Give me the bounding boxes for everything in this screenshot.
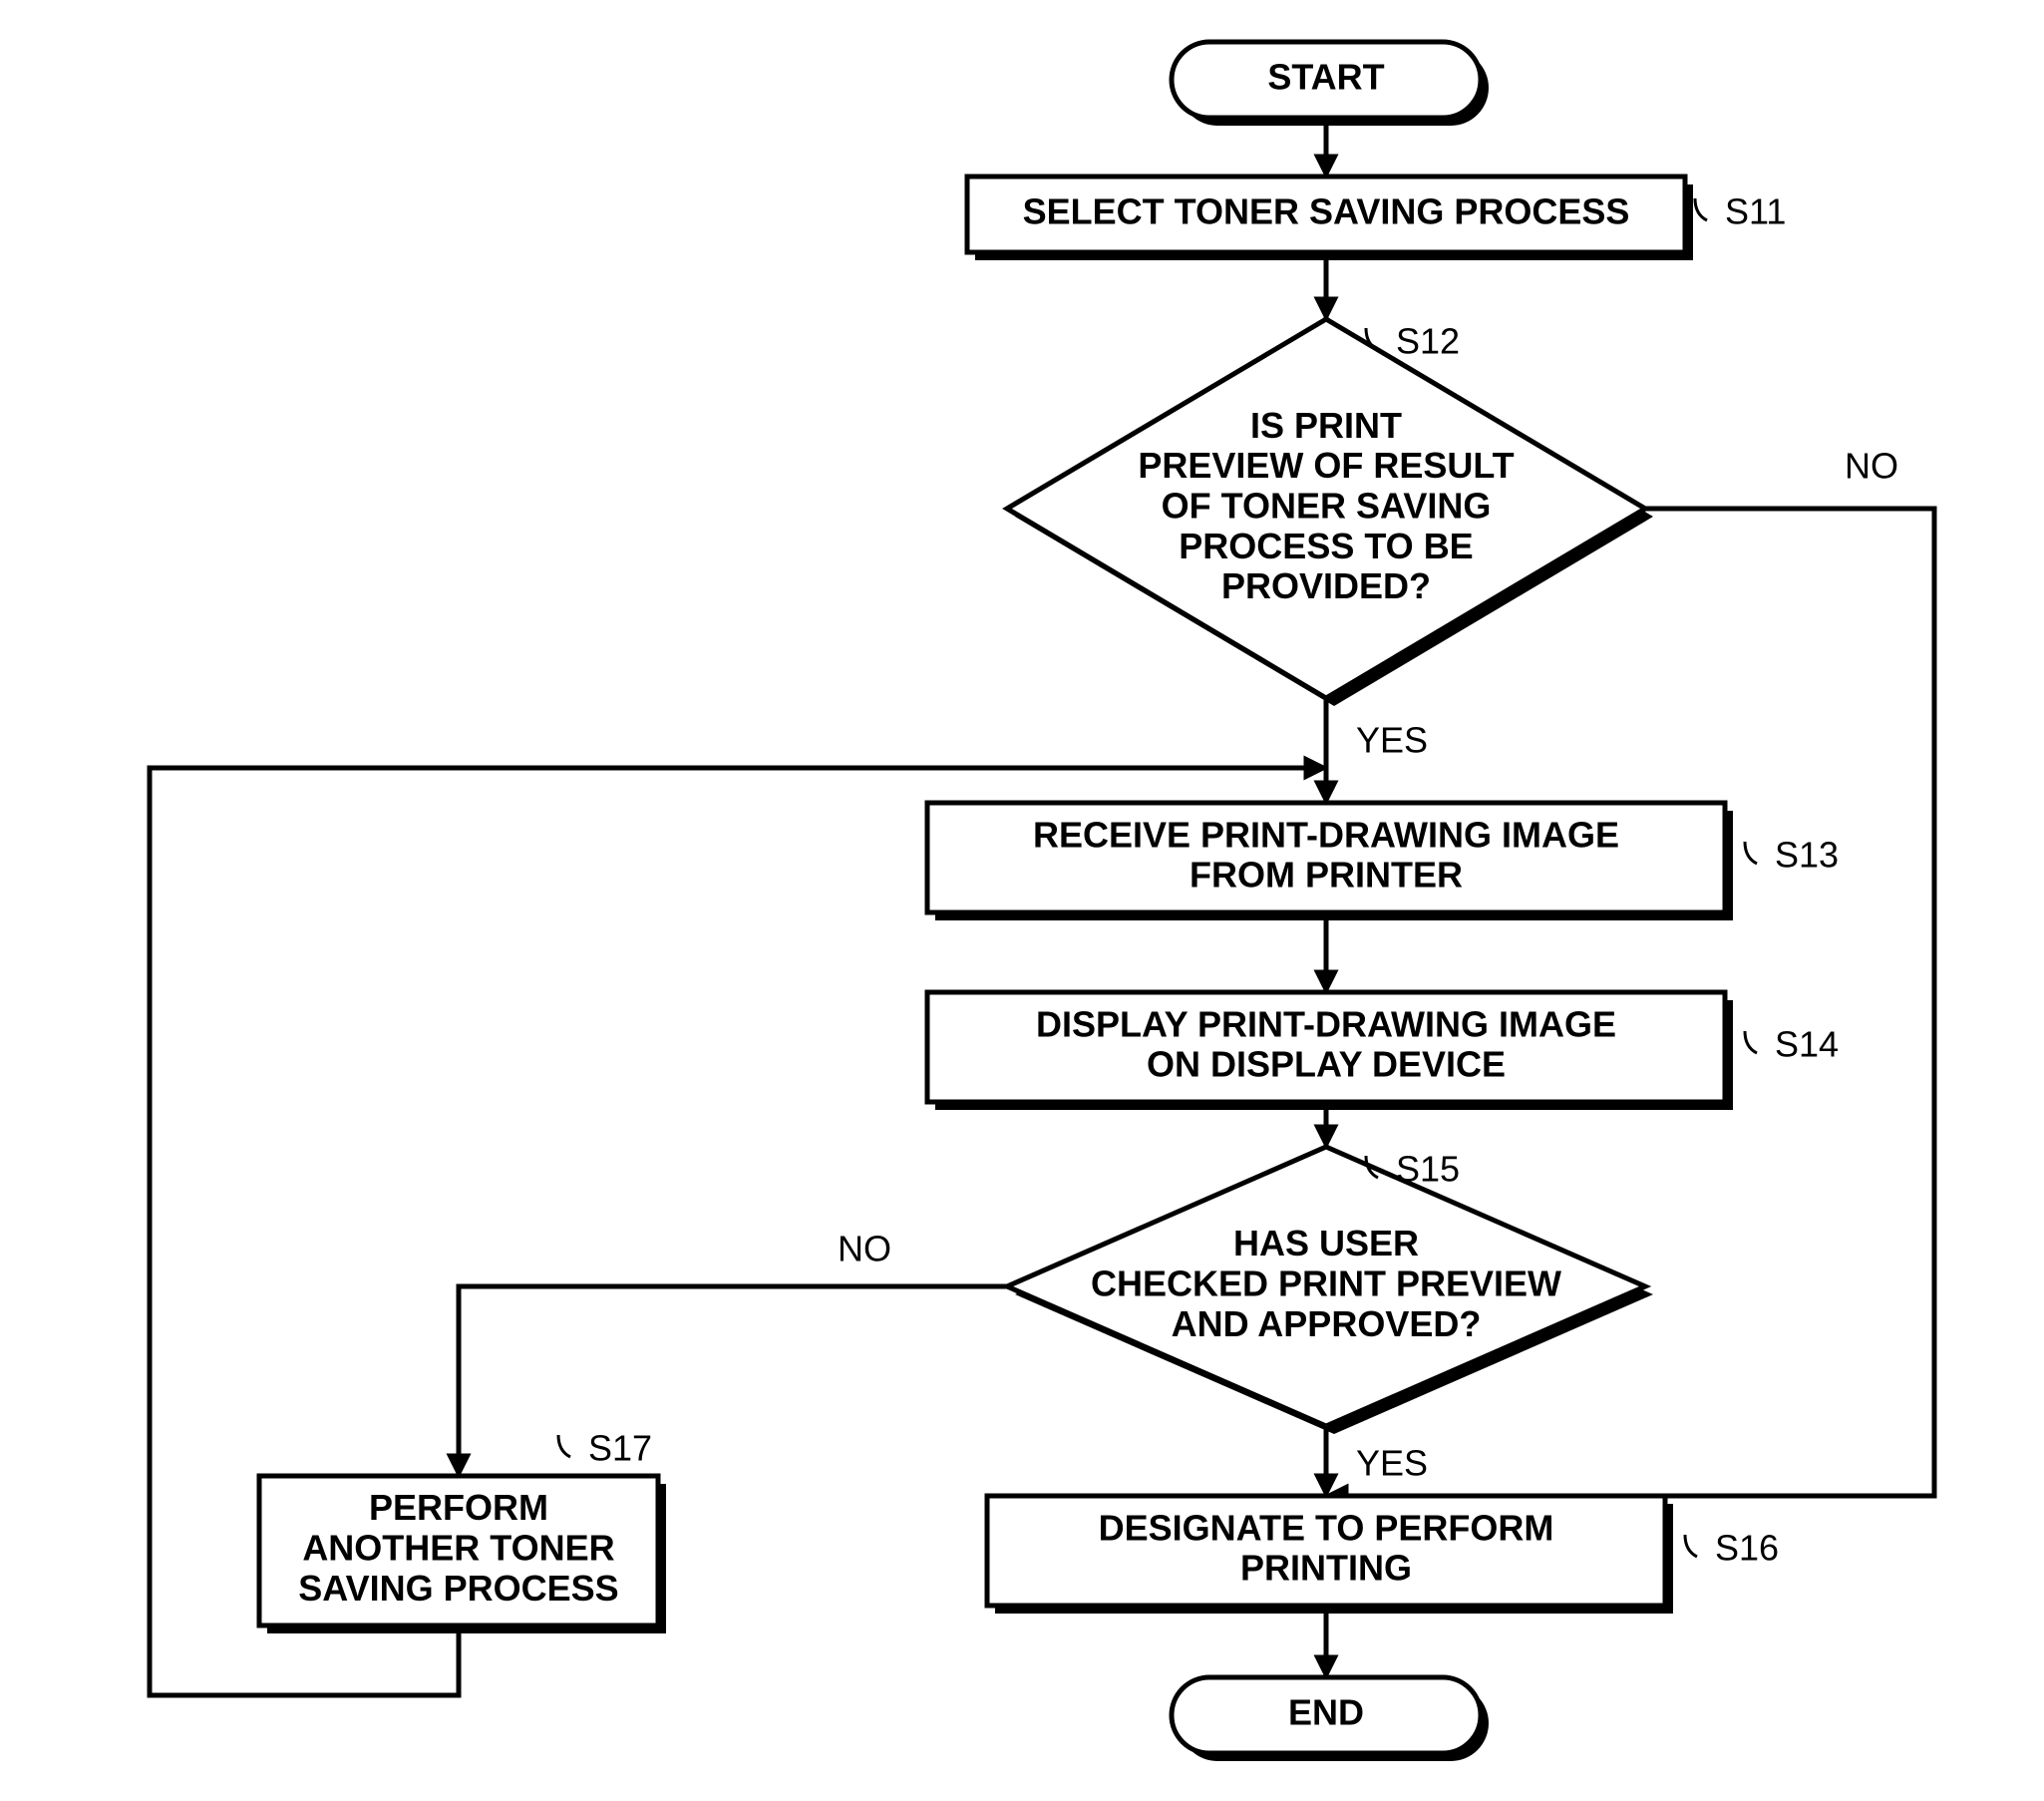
svg-text:PERFORM: PERFORM	[369, 1487, 548, 1528]
svg-text:S16: S16	[1715, 1528, 1779, 1569]
svg-text:S12: S12	[1396, 321, 1460, 362]
svg-text:CHECKED PRINT PREVIEW: CHECKED PRINT PREVIEW	[1091, 1263, 1561, 1304]
svg-text:YES: YES	[1356, 1443, 1428, 1484]
svg-text:S11: S11	[1725, 191, 1786, 232]
svg-text:NO: NO	[838, 1229, 891, 1269]
svg-text:OF TONER SAVING: OF TONER SAVING	[1162, 486, 1492, 527]
svg-text:END: END	[1288, 1692, 1364, 1733]
svg-text:SELECT TONER SAVING PROCESS: SELECT TONER SAVING PROCESS	[1023, 191, 1630, 232]
svg-text:ON DISPLAY DEVICE: ON DISPLAY DEVICE	[1147, 1044, 1506, 1085]
svg-text:RECEIVE PRINT-DRAWING IMAGE: RECEIVE PRINT-DRAWING IMAGE	[1033, 814, 1619, 855]
svg-text:NO: NO	[1845, 446, 1898, 487]
svg-text:S13: S13	[1775, 835, 1839, 876]
svg-text:SAVING PROCESS: SAVING PROCESS	[298, 1568, 618, 1609]
svg-text:FROM PRINTER: FROM PRINTER	[1190, 855, 1463, 896]
svg-text:HAS USER: HAS USER	[1233, 1223, 1419, 1263]
svg-text:S14: S14	[1775, 1024, 1839, 1065]
svg-text:AND APPROVED?: AND APPROVED?	[1172, 1303, 1482, 1344]
svg-text:START: START	[1267, 57, 1384, 98]
svg-text:PROCESS TO BE: PROCESS TO BE	[1179, 526, 1473, 566]
svg-text:S17: S17	[588, 1428, 652, 1469]
svg-text:IS PRINT: IS PRINT	[1250, 405, 1402, 446]
svg-text:S15: S15	[1396, 1149, 1460, 1190]
svg-text:ANOTHER TONER: ANOTHER TONER	[302, 1528, 614, 1569]
svg-text:DISPLAY PRINT-DRAWING IMAGE: DISPLAY PRINT-DRAWING IMAGE	[1036, 1003, 1616, 1044]
svg-text:PREVIEW OF RESULT: PREVIEW OF RESULT	[1138, 445, 1514, 486]
svg-text:DESIGNATE TO PERFORM: DESIGNATE TO PERFORM	[1099, 1507, 1554, 1548]
svg-text:YES: YES	[1356, 720, 1428, 761]
svg-text:PROVIDED?: PROVIDED?	[1221, 565, 1431, 606]
svg-text:PRINTING: PRINTING	[1240, 1548, 1412, 1589]
